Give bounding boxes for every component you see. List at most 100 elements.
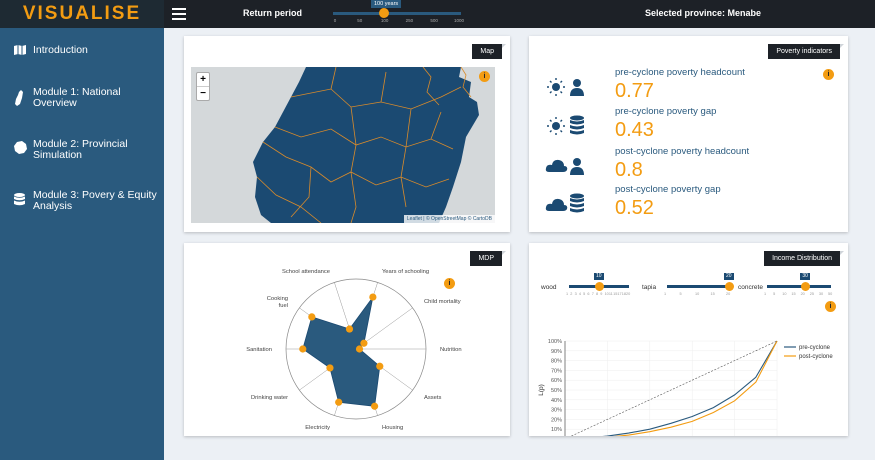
slider-tick-label: 5 (583, 292, 586, 296)
slider-tick-label: 17 (617, 292, 622, 296)
radar-axis-label: School attendance (282, 269, 330, 275)
slider-tick-label: 10 (604, 292, 609, 296)
indicator-value: 0.43 (615, 119, 654, 141)
slider-track[interactable] (333, 12, 461, 15)
slider-handle[interactable] (801, 282, 811, 291)
slider-tick-label: 30 (818, 292, 824, 296)
map-view[interactable]: + − i Leaflet | © OpenStreetMap © CartoD… (191, 67, 495, 223)
slider-tick-label: 5 (679, 292, 682, 296)
radar-axis-label: Sanitation (246, 347, 272, 353)
mdp-card: MDP i Years of schooling Child mortality N… (184, 243, 510, 436)
slider-tick-label: 15 (613, 292, 618, 296)
top-bar: VISUALISE Return period 0 50 100 250 500 1000… (0, 0, 875, 28)
legend-label: post-cyclone (799, 354, 833, 360)
selected-province: Selected province: Menabe (645, 8, 762, 18)
sidebar-item-label: Module 1: National Overview (33, 86, 121, 109)
radar-point (355, 345, 364, 353)
y-tick-label: 80% (551, 359, 562, 365)
radar-point (376, 362, 384, 370)
y-tick-label: 70% (551, 368, 562, 374)
card-tag: Map (472, 44, 506, 59)
radar-area (302, 296, 381, 407)
content-area: Map + − i Leaflet | © OpenStreetMap © Ca… (164, 28, 875, 460)
database-icon (14, 193, 25, 209)
card-tag: Income Distribution (764, 251, 844, 266)
radar-point (335, 398, 343, 406)
info-button[interactable]: i (825, 301, 836, 312)
card-tag: MDP (470, 251, 506, 266)
radar-point (369, 293, 377, 301)
series-equality (570, 340, 778, 436)
slider-handle[interactable] (595, 282, 604, 291)
slider-label: tapia (642, 284, 657, 291)
slider-tapia[interactable]: tapia 20 1 5 10 15 20 (529, 273, 848, 301)
sun-coins-icon (547, 115, 584, 135)
return-period-slider[interactable]: 0 50 100 250 500 1000 100 years (333, 0, 464, 28)
slider-tick-label: 2 (570, 292, 573, 296)
radar-axis-label: Drinking water (251, 395, 288, 401)
indicator-title: pre-cyclone poverty headcount (615, 67, 745, 78)
radar-point (308, 313, 316, 321)
slider-tick-label: 1000 (453, 18, 464, 23)
slider-handle[interactable] (725, 282, 734, 291)
map-card: Map + − i Leaflet | © OpenStreetMap © Ca… (184, 36, 510, 232)
slider-tick-label: 4 (578, 292, 581, 296)
slider-tick-label: 50 (828, 292, 833, 296)
indicator-title: pre-cyclone poverty gap (615, 106, 717, 117)
indicator-value: 0.77 (615, 80, 654, 102)
radar-point (360, 339, 368, 347)
slider-tick-label: 5 (773, 292, 776, 296)
series-pre-cyclone (602, 340, 778, 436)
slider-tick-label: 10 (782, 292, 787, 296)
slider-tick-label: 100 (380, 18, 389, 23)
slider-tick-label: 250 (405, 18, 414, 23)
slider-tick-label: 20 (626, 292, 631, 296)
sidebar: Introduction Module 1: National Overview… (0, 28, 164, 460)
y-tick-label: 30% (551, 408, 562, 414)
info-button[interactable]: i (444, 278, 455, 289)
radar-axis-label: Electricity (305, 425, 330, 431)
slider-tick-label: 25 (809, 292, 814, 296)
slider-value-label: 20 (724, 273, 734, 280)
slider-handle[interactable] (379, 8, 389, 18)
menu-toggle-button[interactable] (172, 8, 186, 20)
radar-point (326, 364, 334, 372)
slider-tick-label: 50 (357, 18, 363, 23)
y-tick-label: 50% (551, 388, 562, 394)
slider-tick-label: 11 (608, 292, 613, 296)
y-axis-title: L(p) (538, 384, 545, 396)
slider-ticks: 1 2 3 4 5 6 7 8 9 10 11 15 17 18 20 (566, 292, 631, 298)
slider-tick-label: 18 (621, 292, 626, 296)
y-tick-label: 60% (551, 378, 562, 384)
indicator-title: post-cyclone poverty gap (615, 184, 721, 195)
radar-point (299, 345, 307, 353)
slider-tick-label: 15 (791, 292, 796, 296)
info-button[interactable]: i (823, 69, 834, 80)
slider-tick-label: 500 (430, 18, 438, 23)
zoom-in-button[interactable]: + (197, 73, 209, 87)
zoom-control: + − (196, 72, 210, 101)
radar-axis-label: Child mortality (424, 299, 461, 305)
sidebar-item-label: Module 3: Povery & Equity Analysis (33, 189, 157, 212)
info-button[interactable]: i (479, 71, 490, 82)
y-tick-label: 40% (551, 398, 562, 404)
slider-concrete[interactable]: concrete 30 1 5 10 15 20 25 30 50 (529, 273, 848, 301)
slider-track[interactable] (667, 285, 729, 288)
radar-axis-label: Years of schooling (382, 269, 429, 275)
map-icon (14, 45, 26, 58)
zoom-out-button[interactable]: − (200, 88, 206, 99)
legend-label: pre-cyclone (799, 345, 831, 351)
slider-track[interactable] (767, 285, 831, 288)
lorenz-chart: 0%10%20%30%40%50%60%70%80%90%100%0%20%40… (538, 339, 833, 436)
radar-point (371, 402, 379, 410)
province-icon (14, 141, 27, 157)
slider-tick-label: 1 (664, 292, 667, 296)
slider-wood[interactable]: wood 10 1 2 3 4 5 6 7 8 9 10 11 15 17 18 20 (529, 273, 848, 301)
radar-axis-label: Cooking (267, 296, 288, 302)
card-tag: Poverty indicators (768, 44, 844, 59)
radar-axis-label: Assets (424, 395, 441, 401)
slider-label: wood (541, 284, 557, 291)
map-attribution: Leaflet | © OpenStreetMap © CartoDB (403, 215, 495, 223)
province-map[interactable] (191, 67, 495, 223)
radar-axis-label: Housing (382, 425, 403, 431)
